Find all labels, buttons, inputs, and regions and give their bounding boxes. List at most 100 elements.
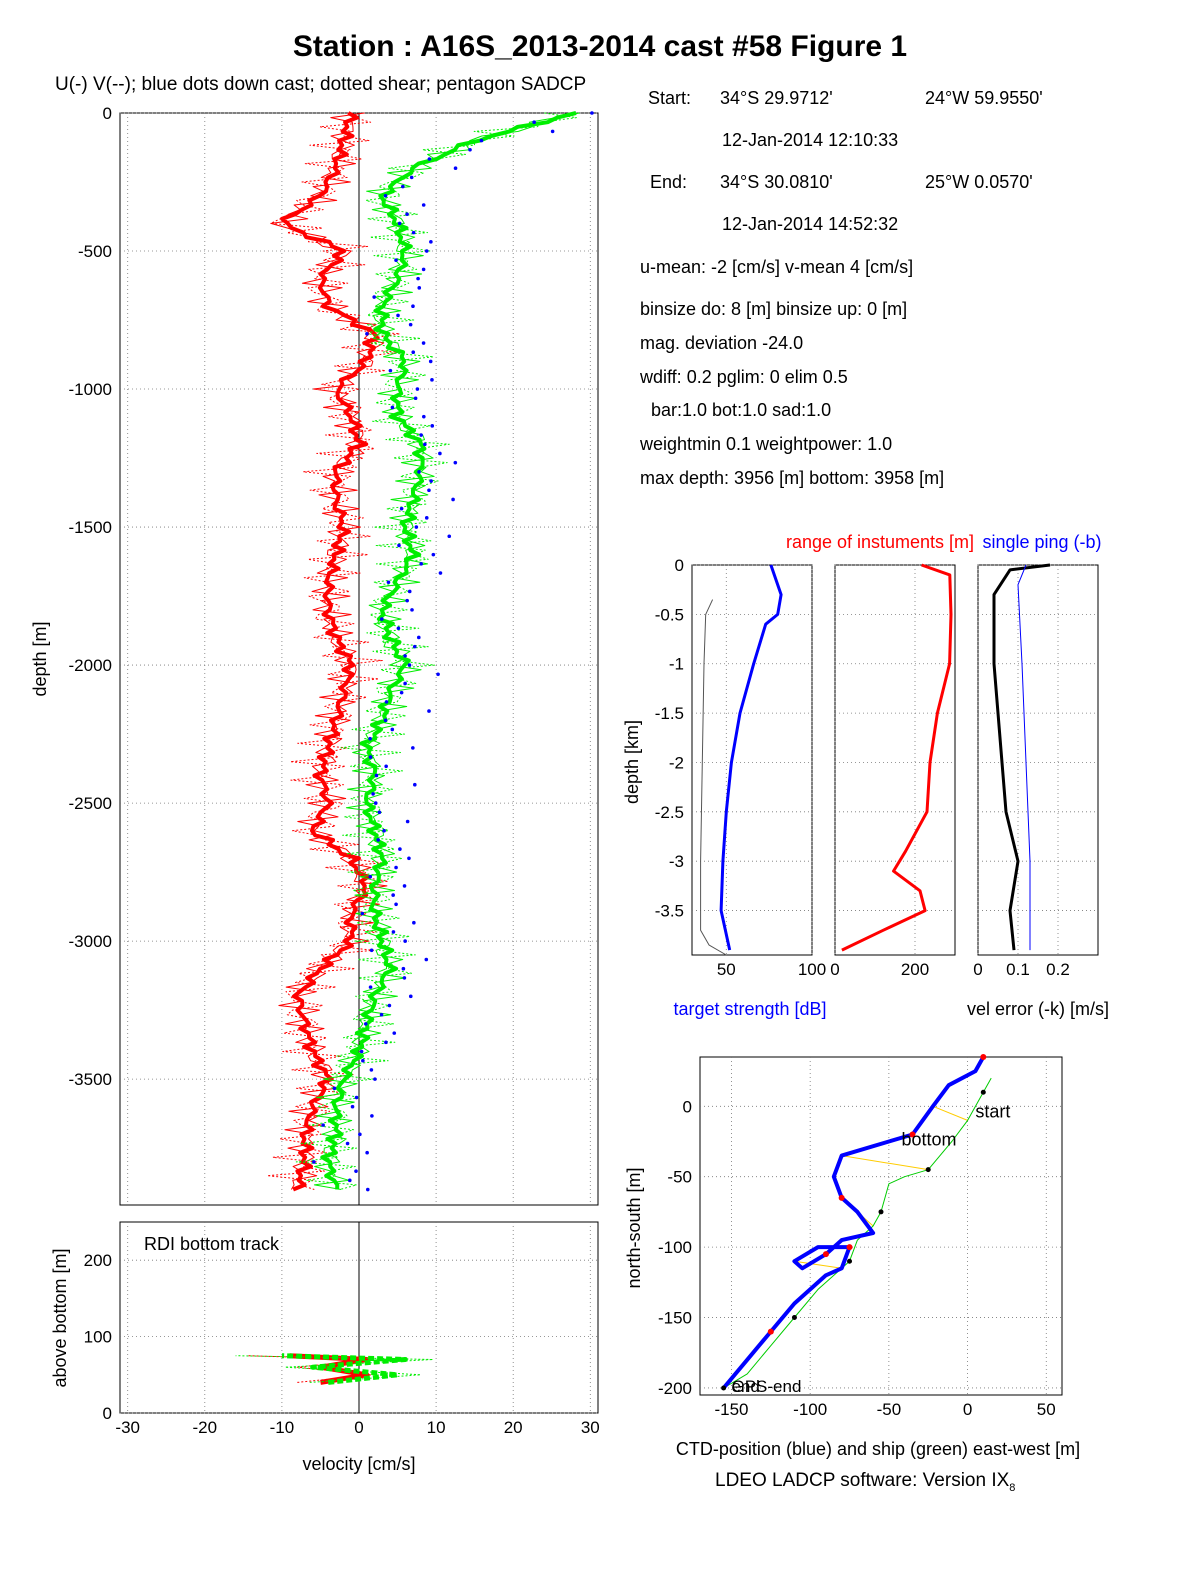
- downcast-dot: [347, 1178, 352, 1183]
- bottomtrack-ytick-label: 0: [103, 1404, 112, 1423]
- ctd-marker: [909, 1131, 916, 1138]
- downcast-dot: [438, 571, 443, 575]
- downcast-dot: [370, 1114, 374, 1118]
- downcast-dot: [379, 1012, 384, 1017]
- downcast-dot: [403, 681, 407, 686]
- downcast-dot: [368, 985, 373, 989]
- downcast-dot: [384, 764, 388, 769]
- annotation-bottom: bottom: [901, 1130, 956, 1150]
- range-xtick-label: 0: [830, 960, 839, 979]
- downcast-dot: [369, 948, 374, 953]
- target-ytick-label: -1: [669, 655, 684, 674]
- downcast-dot: [369, 1068, 374, 1072]
- downcast-dot: [419, 433, 423, 437]
- downcast-dot: [417, 470, 421, 474]
- start-lon: 24°W 59.9550': [925, 88, 1043, 108]
- downcast-dot: [401, 966, 406, 971]
- bottomtrack-xtick-label: 20: [504, 1418, 523, 1437]
- ship-track-line: [723, 1077, 992, 1389]
- position-xtick-label: 0: [963, 1400, 972, 1419]
- downcast-dot: [382, 828, 386, 833]
- downcast-dot: [468, 148, 472, 152]
- bottomtrack-xtick-label: 0: [354, 1418, 363, 1437]
- binsize-info: binsize do: 8 [m] binsize up: 0 [m]: [640, 299, 908, 319]
- downcast-dot: [422, 414, 426, 419]
- downcast-dot: [376, 838, 380, 842]
- downcast-dot: [402, 976, 407, 980]
- downcast-dot: [590, 111, 594, 115]
- downcast-dot: [405, 819, 410, 824]
- ctd-marker: [838, 1194, 845, 1201]
- position-xtick-label: -100: [793, 1400, 827, 1419]
- start-time: 12-Jan-2014 12:10:33: [722, 130, 899, 150]
- target-xtick-label: 100: [798, 960, 826, 979]
- error-frame: [977, 564, 1099, 956]
- downcast-dot: [451, 497, 455, 502]
- position-ytick-label: 0: [683, 1097, 692, 1116]
- annotation-start: start: [975, 1102, 1010, 1122]
- profile-U-line: [280, 111, 380, 1192]
- downcast-dot: [421, 203, 426, 207]
- downcast-dot: [421, 341, 426, 345]
- range-xtick-label: 200: [901, 960, 929, 979]
- downcast-dot: [396, 313, 400, 318]
- downcast-dot: [430, 378, 434, 382]
- bottomtrack-xtick-label: -10: [270, 1418, 295, 1437]
- start-label: Start:: [648, 88, 692, 108]
- target-ytick-label: -0.5: [655, 605, 684, 624]
- mag-deviation: mag. deviation -24.0: [640, 333, 804, 353]
- downcast-dot: [390, 727, 395, 732]
- downcast-dot: [374, 773, 379, 778]
- velocity-ytick-label: -1500: [69, 518, 112, 537]
- downcast-dot: [419, 562, 423, 566]
- downcast-dot: [414, 525, 419, 529]
- downcast-dot: [368, 736, 372, 741]
- ship-marker: [925, 1167, 931, 1173]
- downcast-dot: [373, 801, 378, 805]
- downcast-dot: [407, 856, 411, 861]
- position-xlabel: CTD-position (blue) and ship (green) eas…: [676, 1439, 1080, 1459]
- software-version: LDEO LADCP software: Version IX8: [715, 1470, 1016, 1494]
- error-xtick-label: 0.2: [1046, 960, 1070, 979]
- downcast-dot: [384, 700, 389, 704]
- downcast-dot: [413, 396, 418, 401]
- downcast-dot: [412, 920, 416, 925]
- target-minimum-line: [700, 599, 727, 956]
- downcast-dot: [403, 654, 407, 658]
- downcast-dot: [383, 194, 388, 198]
- ship-marker: [980, 1089, 986, 1095]
- downcast-dot: [392, 1031, 397, 1035]
- downcast-dot: [416, 635, 421, 640]
- end-label: End:: [650, 172, 688, 192]
- bottomtrack-ytick-label: 100: [84, 1328, 112, 1347]
- position-ytick-label: -150: [658, 1309, 692, 1328]
- bottomtrack-xtick-label: 30: [581, 1418, 600, 1437]
- bottomtrack-ytick-label: 200: [84, 1251, 112, 1270]
- downcast-dot: [431, 552, 436, 557]
- downcast-dot: [427, 488, 431, 493]
- end-time: 12-Jan-2014 14:52:32: [722, 214, 899, 234]
- downcast-dot: [350, 1104, 355, 1109]
- downcast-dot: [345, 1141, 350, 1146]
- downcast-dot: [407, 663, 412, 667]
- position-link: [794, 1260, 842, 1269]
- ctd-marker: [846, 1244, 853, 1251]
- downcast-dot: [394, 258, 398, 263]
- downcast-dot: [377, 810, 382, 815]
- downcast-dot: [427, 709, 431, 713]
- downcast-dot: [413, 782, 417, 787]
- downcast-dot: [394, 865, 398, 870]
- downcast-dot: [384, 1040, 388, 1045]
- downcast-dot: [397, 543, 401, 548]
- downcast-dot: [391, 930, 396, 934]
- velocity-ytick-label: -3000: [69, 932, 112, 951]
- downcast-dot: [399, 506, 404, 511]
- downcast-dot: [399, 690, 404, 695]
- downcast-dot: [447, 534, 452, 539]
- downcast-dot: [358, 1132, 362, 1137]
- target-ytick-label: -3.5: [655, 902, 684, 921]
- annotation-end: end: [731, 1377, 759, 1396]
- downcast-dot: [380, 617, 384, 621]
- downcast-dot: [368, 874, 373, 879]
